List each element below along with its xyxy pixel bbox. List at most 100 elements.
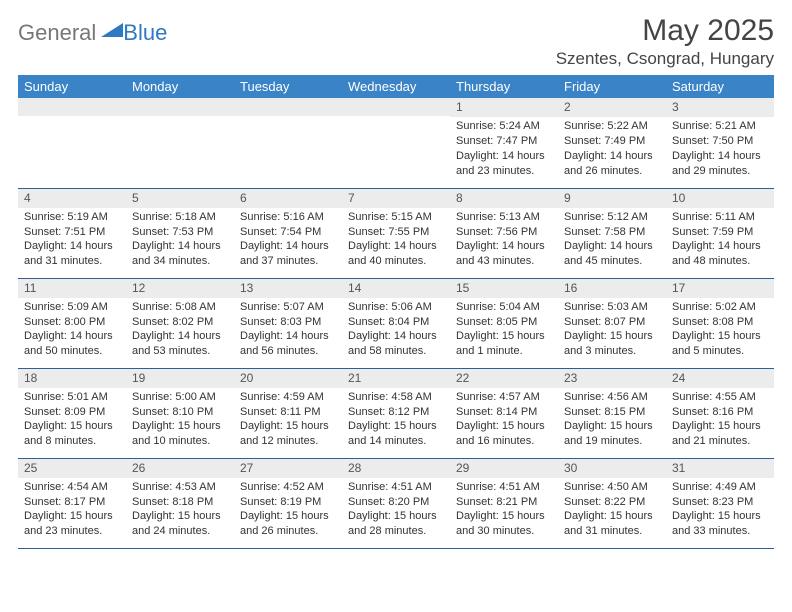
day-details: Sunrise: 5:00 AMSunset: 8:10 PMDaylight:… <box>126 388 234 453</box>
day-number: 12 <box>126 279 234 298</box>
sunrise-text: Sunrise: 5:11 AM <box>672 210 768 225</box>
sunrise-text: Sunrise: 4:58 AM <box>348 390 444 405</box>
daylight-text: Daylight: 15 hours and 3 minutes. <box>564 329 660 359</box>
sunrise-text: Sunrise: 4:51 AM <box>456 480 552 495</box>
day-details: Sunrise: 5:01 AMSunset: 8:09 PMDaylight:… <box>18 388 126 453</box>
calendar-day-cell <box>126 98 234 188</box>
day-number: 11 <box>18 279 126 298</box>
sunrise-text: Sunrise: 5:21 AM <box>672 119 768 134</box>
weekday-header: Wednesday <box>342 75 450 98</box>
weekday-header: Thursday <box>450 75 558 98</box>
daylight-text: Daylight: 14 hours and 40 minutes. <box>348 239 444 269</box>
weekday-header: Tuesday <box>234 75 342 98</box>
day-number: 5 <box>126 189 234 208</box>
sunrise-text: Sunrise: 5:16 AM <box>240 210 336 225</box>
day-details: Sunrise: 5:21 AMSunset: 7:50 PMDaylight:… <box>666 117 774 182</box>
triangle-icon <box>101 21 123 42</box>
calendar-day-cell: 25Sunrise: 4:54 AMSunset: 8:17 PMDayligh… <box>18 458 126 548</box>
daylight-text: Daylight: 15 hours and 14 minutes. <box>348 419 444 449</box>
weekday-header: Monday <box>126 75 234 98</box>
calendar-day-cell: 31Sunrise: 4:49 AMSunset: 8:23 PMDayligh… <box>666 458 774 548</box>
sunset-text: Sunset: 8:15 PM <box>564 405 660 420</box>
calendar-day-cell: 26Sunrise: 4:53 AMSunset: 8:18 PMDayligh… <box>126 458 234 548</box>
sunset-text: Sunset: 8:09 PM <box>24 405 120 420</box>
day-number: 16 <box>558 279 666 298</box>
day-details: Sunrise: 5:12 AMSunset: 7:58 PMDaylight:… <box>558 208 666 273</box>
daylight-text: Daylight: 15 hours and 31 minutes. <box>564 509 660 539</box>
daylight-text: Daylight: 14 hours and 23 minutes. <box>456 149 552 179</box>
day-details: Sunrise: 5:11 AMSunset: 7:59 PMDaylight:… <box>666 208 774 273</box>
daylight-text: Daylight: 14 hours and 50 minutes. <box>24 329 120 359</box>
daylight-text: Daylight: 15 hours and 8 minutes. <box>24 419 120 449</box>
sunset-text: Sunset: 8:21 PM <box>456 495 552 510</box>
sunset-text: Sunset: 7:56 PM <box>456 225 552 240</box>
daylight-text: Daylight: 14 hours and 58 minutes. <box>348 329 444 359</box>
weekday-header: Friday <box>558 75 666 98</box>
day-details: Sunrise: 5:08 AMSunset: 8:02 PMDaylight:… <box>126 298 234 363</box>
day-number: 4 <box>18 189 126 208</box>
day-details: Sunrise: 5:13 AMSunset: 7:56 PMDaylight:… <box>450 208 558 273</box>
day-details: Sunrise: 5:16 AMSunset: 7:54 PMDaylight:… <box>234 208 342 273</box>
calendar-day-cell: 15Sunrise: 5:04 AMSunset: 8:05 PMDayligh… <box>450 278 558 368</box>
calendar-header-row: SundayMondayTuesdayWednesdayThursdayFrid… <box>18 75 774 98</box>
calendar-week-row: 4Sunrise: 5:19 AMSunset: 7:51 PMDaylight… <box>18 188 774 278</box>
sunset-text: Sunset: 8:17 PM <box>24 495 120 510</box>
daylight-text: Daylight: 14 hours and 31 minutes. <box>24 239 120 269</box>
day-number: 2 <box>558 98 666 117</box>
day-number: 26 <box>126 459 234 478</box>
day-details: Sunrise: 4:59 AMSunset: 8:11 PMDaylight:… <box>234 388 342 453</box>
day-details: Sunrise: 5:03 AMSunset: 8:07 PMDaylight:… <box>558 298 666 363</box>
sunset-text: Sunset: 7:55 PM <box>348 225 444 240</box>
day-details: Sunrise: 4:57 AMSunset: 8:14 PMDaylight:… <box>450 388 558 453</box>
calendar-day-cell: 14Sunrise: 5:06 AMSunset: 8:04 PMDayligh… <box>342 278 450 368</box>
day-number: 13 <box>234 279 342 298</box>
calendar-day-cell: 11Sunrise: 5:09 AMSunset: 8:00 PMDayligh… <box>18 278 126 368</box>
day-number: 23 <box>558 369 666 388</box>
daylight-text: Daylight: 15 hours and 12 minutes. <box>240 419 336 449</box>
day-details: Sunrise: 4:50 AMSunset: 8:22 PMDaylight:… <box>558 478 666 543</box>
header-bar: General Blue May 2025 Szentes, Csongrad,… <box>18 14 774 69</box>
day-details: Sunrise: 4:52 AMSunset: 8:19 PMDaylight:… <box>234 478 342 543</box>
day-details: Sunrise: 5:07 AMSunset: 8:03 PMDaylight:… <box>234 298 342 363</box>
calendar-day-cell: 5Sunrise: 5:18 AMSunset: 7:53 PMDaylight… <box>126 188 234 278</box>
calendar-day-cell: 3Sunrise: 5:21 AMSunset: 7:50 PMDaylight… <box>666 98 774 188</box>
calendar-day-cell: 10Sunrise: 5:11 AMSunset: 7:59 PMDayligh… <box>666 188 774 278</box>
daylight-text: Daylight: 14 hours and 29 minutes. <box>672 149 768 179</box>
calendar-day-cell: 8Sunrise: 5:13 AMSunset: 7:56 PMDaylight… <box>450 188 558 278</box>
sunrise-text: Sunrise: 5:18 AM <box>132 210 228 225</box>
calendar-day-cell <box>342 98 450 188</box>
calendar-day-cell: 13Sunrise: 5:07 AMSunset: 8:03 PMDayligh… <box>234 278 342 368</box>
day-details: Sunrise: 5:22 AMSunset: 7:49 PMDaylight:… <box>558 117 666 182</box>
sunset-text: Sunset: 7:54 PM <box>240 225 336 240</box>
sunrise-text: Sunrise: 5:19 AM <box>24 210 120 225</box>
day-details: Sunrise: 5:18 AMSunset: 7:53 PMDaylight:… <box>126 208 234 273</box>
sunrise-text: Sunrise: 4:49 AM <box>672 480 768 495</box>
day-number: 22 <box>450 369 558 388</box>
sunrise-text: Sunrise: 5:24 AM <box>456 119 552 134</box>
day-number: 20 <box>234 369 342 388</box>
day-number: 9 <box>558 189 666 208</box>
calendar-day-cell: 17Sunrise: 5:02 AMSunset: 8:08 PMDayligh… <box>666 278 774 368</box>
sunset-text: Sunset: 7:58 PM <box>564 225 660 240</box>
sunset-text: Sunset: 8:05 PM <box>456 315 552 330</box>
sunrise-text: Sunrise: 5:00 AM <box>132 390 228 405</box>
calendar-day-cell: 12Sunrise: 5:08 AMSunset: 8:02 PMDayligh… <box>126 278 234 368</box>
title-block: May 2025 Szentes, Csongrad, Hungary <box>556 14 774 69</box>
sunset-text: Sunset: 7:50 PM <box>672 134 768 149</box>
calendar-day-cell: 24Sunrise: 4:55 AMSunset: 8:16 PMDayligh… <box>666 368 774 458</box>
calendar-day-cell: 30Sunrise: 4:50 AMSunset: 8:22 PMDayligh… <box>558 458 666 548</box>
day-number: 18 <box>18 369 126 388</box>
sunset-text: Sunset: 7:59 PM <box>672 225 768 240</box>
daylight-text: Daylight: 15 hours and 16 minutes. <box>456 419 552 449</box>
daylight-text: Daylight: 15 hours and 10 minutes. <box>132 419 228 449</box>
sunrise-text: Sunrise: 5:13 AM <box>456 210 552 225</box>
day-details: Sunrise: 4:53 AMSunset: 8:18 PMDaylight:… <box>126 478 234 543</box>
daylight-text: Daylight: 15 hours and 28 minutes. <box>348 509 444 539</box>
location-text: Szentes, Csongrad, Hungary <box>556 49 774 69</box>
sunset-text: Sunset: 8:12 PM <box>348 405 444 420</box>
sunrise-text: Sunrise: 5:22 AM <box>564 119 660 134</box>
brand-text-general: General <box>18 20 96 46</box>
sunrise-text: Sunrise: 5:09 AM <box>24 300 120 315</box>
calendar-day-cell: 29Sunrise: 4:51 AMSunset: 8:21 PMDayligh… <box>450 458 558 548</box>
brand-logo: General Blue <box>18 14 167 46</box>
